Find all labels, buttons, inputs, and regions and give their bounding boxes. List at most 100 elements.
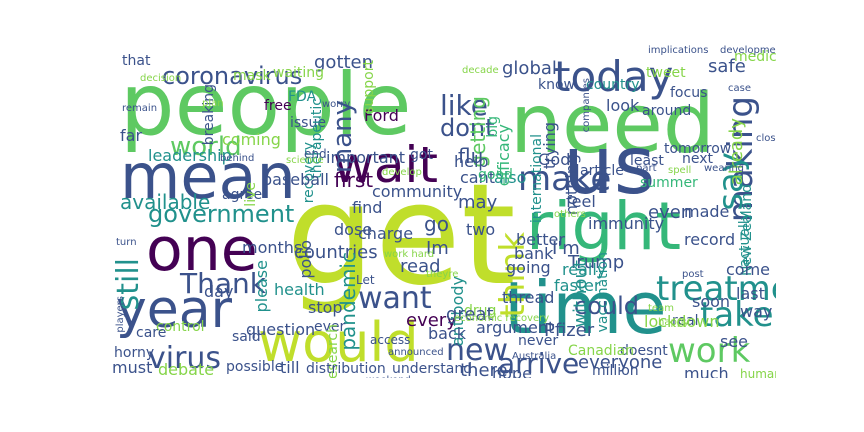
cloud-word: arrive xyxy=(498,347,580,378)
cloud-word: access xyxy=(370,333,411,347)
cloud-word: around xyxy=(642,103,692,119)
cloud-word: Ford xyxy=(364,106,399,125)
cloud-word: health xyxy=(274,280,325,299)
cloud-word: decade xyxy=(462,65,499,76)
cloud-word: agree xyxy=(222,187,263,203)
cloud-word: even xyxy=(648,202,693,223)
cloud-word: tomorrow xyxy=(664,141,732,157)
cloud-word: us xyxy=(563,119,656,212)
cloud-word: virus xyxy=(148,341,222,376)
cloud-word: global xyxy=(502,58,557,79)
cloud-word: stop xyxy=(308,298,343,317)
cloud-word: team xyxy=(648,303,674,314)
cloud-word: country xyxy=(586,77,640,93)
cloud-word: vaccination xyxy=(595,252,611,333)
cloud-word: two xyxy=(466,220,496,239)
cloud-word: leadership xyxy=(148,146,232,165)
cloud-word: hope xyxy=(492,364,532,379)
cloud-word: lockdown xyxy=(644,312,720,331)
cloud-word: Trump xyxy=(568,252,625,273)
cloud-word: international xyxy=(529,134,545,224)
cloud-word: companies xyxy=(581,78,592,133)
cloud-word: tweet xyxy=(646,65,686,81)
cloud-word: next xyxy=(682,151,714,167)
cloud-word: I'm xyxy=(552,238,580,259)
cloud-word: made xyxy=(684,202,730,221)
cloud-word: safe xyxy=(708,56,746,77)
cloud-word: cant xyxy=(460,168,496,187)
cloud-word: possible xyxy=(226,359,284,375)
cloud-word: immunity xyxy=(588,214,665,233)
cloud-word: people xyxy=(120,55,412,155)
cloud-word: focus xyxy=(670,85,708,101)
cloud-word: human xyxy=(740,367,776,378)
cloud-word: turn xyxy=(116,237,137,248)
cloud-word: actually xyxy=(737,212,753,268)
cloud-word: feel xyxy=(566,192,596,211)
cloud-word: please xyxy=(252,260,271,313)
cloud-word: million xyxy=(592,363,639,378)
cloud-word: gotten xyxy=(314,52,374,73)
cloud-word: that xyxy=(122,53,151,69)
cloud-word: Canadian xyxy=(568,343,635,359)
cloud-word: happy xyxy=(658,317,690,328)
cloud-word: great xyxy=(446,304,494,325)
cloud-word: closer xyxy=(756,133,776,144)
cloud-word: weekend xyxy=(366,376,411,379)
cloud-word: dose xyxy=(334,220,373,239)
cloud-word: like xyxy=(440,89,489,122)
cloud-word: right xyxy=(526,188,682,265)
cloud-word: Im xyxy=(426,238,449,259)
cloud-word: record xyxy=(684,230,736,249)
cloud-word: day xyxy=(204,282,234,301)
cloud-word: flu xyxy=(458,144,484,168)
cloud-word: every xyxy=(406,310,457,331)
cloud-word: summer xyxy=(640,175,698,191)
cloud-word: argument xyxy=(476,318,555,337)
cloud-word: could xyxy=(574,292,639,320)
cloud-word: everyone xyxy=(578,352,663,373)
cloud-word: others xyxy=(554,209,586,220)
cloud-word: remain xyxy=(122,103,158,114)
cloud-word: least xyxy=(630,153,664,169)
cloud-word: year xyxy=(116,280,233,340)
cloud-word: debate xyxy=(158,360,215,378)
cloud-word: care xyxy=(136,325,167,341)
cloud-word: way xyxy=(740,302,773,321)
cloud-word: development xyxy=(720,45,776,56)
cloud-word: help xyxy=(454,152,489,171)
cloud-word: months xyxy=(242,238,303,257)
cloud-word: wait xyxy=(333,136,439,194)
cloud-word: better xyxy=(516,230,565,249)
cloud-word: drug xyxy=(464,303,497,319)
cloud-word: go xyxy=(424,212,449,236)
cloud-word: wearing xyxy=(704,163,745,174)
cloud-word: article xyxy=(580,163,624,179)
cloud-word: must xyxy=(112,358,153,377)
cloud-word: soon xyxy=(692,292,731,311)
cloud-word: God xyxy=(538,150,571,169)
cloud-word: real xyxy=(672,313,699,329)
cloud-word: spell xyxy=(668,165,692,176)
cloud-word: develop xyxy=(382,167,422,178)
cloud-word: charge xyxy=(358,224,414,243)
cloud-word: dont xyxy=(440,114,495,142)
cloud-word: time xyxy=(504,266,667,350)
cloud-word: announced xyxy=(388,347,444,358)
cloud-word: live xyxy=(243,182,259,207)
cloud-word: really xyxy=(562,260,607,279)
cloud-word: plan xyxy=(202,98,224,109)
cloud-word: issue xyxy=(290,115,326,131)
cloud-word: world xyxy=(170,132,242,162)
cloud-word: Let xyxy=(356,273,375,287)
cloud-word: see xyxy=(720,332,749,351)
cloud-word: distribution xyxy=(306,361,386,377)
cloud-word: part xyxy=(636,163,657,174)
cloud-word: work hard xyxy=(384,249,435,260)
cloud-word: new xyxy=(446,333,509,368)
cloud-word: players xyxy=(115,296,126,333)
cloud-word: get xyxy=(286,154,516,317)
cloud-word: coronavirus xyxy=(162,62,303,90)
cloud-word: Pfizer xyxy=(544,320,595,341)
cloud-word: worry xyxy=(322,99,351,110)
